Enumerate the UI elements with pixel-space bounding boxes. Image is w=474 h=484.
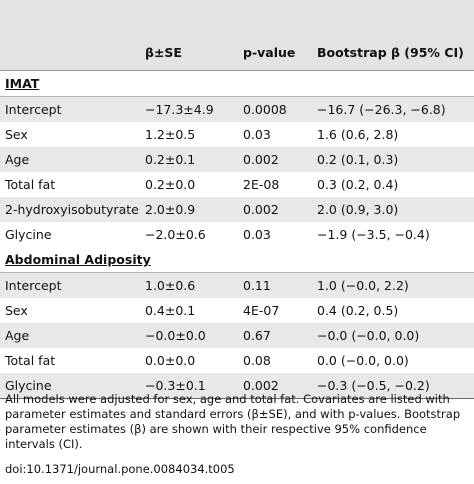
cell: 0.11 [243,272,317,298]
section-title: Abdominal Adiposity [0,247,474,273]
row-label: Total fat [5,353,56,368]
cell: 0.08 [243,353,271,368]
cell: 2.0±0.9 [145,197,243,222]
data-row: Sex 0.4±0.1 4E-07 0.4 (0.2, 0.5) [0,298,474,323]
cell: 0.3 (0.2, 0.4) [317,177,399,192]
cell: 0.03 [243,127,271,142]
cell: 0.03 [243,227,271,242]
doi: doi:10.1371/journal.pone.0084034.t005 [5,462,235,476]
header-cell [0,0,145,71]
section-row: Abdominal Adiposity [0,247,474,273]
cell: −1.9 (−3.5, −0.4) [317,227,430,242]
data-row: Glycine −0.3±0.1 0.002 −0.3 (−0.5, −0.2) [0,373,474,399]
cell: 1.6 (0.6, 2.8) [317,127,399,142]
row-label: Total fat [5,177,56,192]
cell: 1.0 (−0.0, 2.2) [317,272,474,298]
cell: 0.67 [243,323,317,348]
data-row: Total fat 0.2±0.0 2E-08 0.3 (0.2, 0.4) [0,172,474,197]
cell: 4E-07 [243,303,280,318]
section-title: IMAT [0,70,474,97]
row-label: Sex [5,303,28,318]
results-table: β±SE p-value Bootstrap β (95% CI) IMAT Inte… [0,0,474,399]
column-header: β±SE [145,0,243,71]
cell: 0.4±0.1 [145,303,196,318]
cell: 2E-08 [243,177,280,192]
row-label: 2-hydroxyisobutyrate [0,197,145,222]
row-label: Sex [5,127,28,142]
cell: −0.3±0.1 [145,373,243,399]
data-row: 2-hydroxyisobutyrate 2.0±0.9 0.002 2.0 (0.9… [0,197,474,222]
table-body: IMAT Intercept −17.3±4.9 0.0008 −16.7 (−26.3… [0,70,474,399]
cell: 0.002 [243,147,317,172]
cell: −17.3±4.9 [145,96,243,122]
cell: −0.3 (−0.5, −0.2) [317,373,474,399]
data-row: Age −0.0±0.0 0.67 −0.0 (−0.0, 0.0) [0,323,474,348]
data-row: Glycine −2.0±0.6 0.03 −1.9 (−3.5, −0.4) [0,222,474,247]
data-row: Sex 1.2±0.5 0.03 1.6 (0.6, 2.8) [0,122,474,147]
data-row: Intercept −17.3±4.9 0.0008 −16.7 (−26.3, −6… [0,96,474,122]
cell: 0.2±0.1 [145,147,243,172]
cell: −0.0±0.0 [145,323,243,348]
cell: 2.0 (0.9, 3.0) [317,197,474,222]
cell: −0.0 (−0.0, 0.0) [317,323,474,348]
row-label: Glycine [0,373,145,399]
cell: 1.2±0.5 [145,127,196,142]
section-row: IMAT [0,70,474,97]
cell: 0.0008 [243,96,317,122]
data-row: Total fat 0.0±0.0 0.08 0.0 (−0.0, 0.0) [0,348,474,373]
cell: 0.2 (0.1, 0.3) [317,147,474,172]
row-label: Intercept [0,96,145,122]
row-label: Age [0,323,145,348]
column-header: Bootstrap β (95% CI) [317,0,474,71]
row-label: Glycine [5,227,52,242]
data-row: Intercept 1.0±0.6 0.11 1.0 (−0.0, 2.2) [0,272,474,298]
data-row: Age 0.2±0.1 0.002 0.2 (0.1, 0.3) [0,147,474,172]
cell: −16.7 (−26.3, −6.8) [317,96,474,122]
cell: 0.2±0.0 [145,177,196,192]
row-label: Age [0,147,145,172]
footnote: All models were adjusted for sex, age an… [5,392,461,451]
cell: 0.0 (−0.0, 0.0) [317,353,409,368]
cell: 0.4 (0.2, 0.5) [317,303,399,318]
row-label: Intercept [0,272,145,298]
cell: −2.0±0.6 [145,227,206,242]
cell: 1.0±0.6 [145,272,243,298]
cell: 0.0±0.0 [145,353,196,368]
cell: 0.002 [243,373,317,399]
column-header: p-value [243,0,317,71]
header-row: β±SE p-value Bootstrap β (95% CI) [0,0,474,71]
cell: 0.002 [243,197,317,222]
